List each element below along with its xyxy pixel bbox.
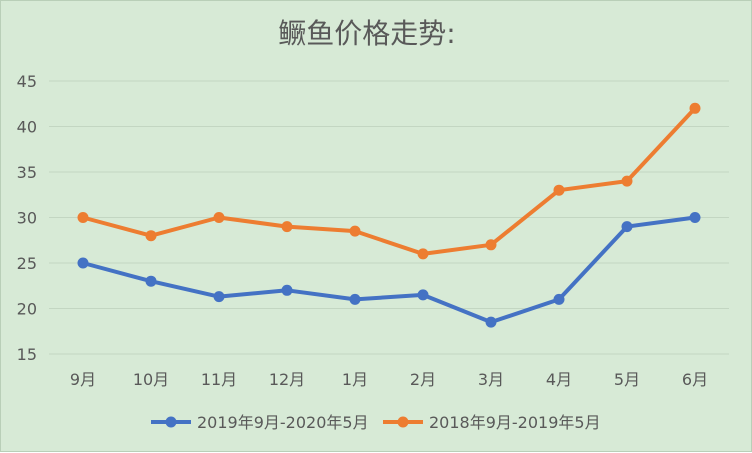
data-point — [281, 284, 293, 296]
x-tick-label: 5月 — [614, 370, 640, 389]
data-point — [349, 225, 361, 237]
x-tick-label: 3月 — [478, 370, 504, 389]
data-point — [281, 221, 293, 233]
x-axis-ticks: 9月 10月 11月 12月 1月 2月 3月 4月 5月 6月 — [70, 370, 708, 389]
x-tick-label: 2月 — [410, 370, 436, 389]
data-point — [145, 275, 157, 287]
series — [77, 102, 701, 260]
legend-marker — [397, 416, 409, 428]
legend-item: 2018年9月-2019年5月 — [383, 413, 601, 432]
data-point — [689, 102, 701, 114]
data-point — [621, 175, 633, 187]
gridlines — [49, 80, 729, 355]
y-tick-label: 45 — [17, 72, 37, 91]
data-point — [417, 289, 429, 301]
y-axis-ticks: 15 20 25 30 35 40 45 — [17, 72, 37, 364]
series-line — [81, 106, 697, 256]
y-tick-label: 40 — [17, 118, 37, 137]
y-tick-label: 25 — [17, 254, 37, 273]
series-line — [81, 215, 697, 325]
data-point — [349, 293, 361, 305]
x-tick-label: 6月 — [682, 370, 708, 389]
legend-label: 2019年9月-2020年5月 — [197, 413, 369, 432]
legend: 2019年9月-2020年5月 2018年9月-2019年5月 — [151, 413, 601, 432]
data-point — [621, 221, 633, 233]
data-point — [553, 184, 565, 196]
data-point — [417, 248, 429, 260]
legend-item: 2019年9月-2020年5月 — [151, 413, 369, 432]
x-tick-label: 11月 — [201, 370, 237, 389]
data-point — [77, 257, 89, 269]
data-point — [485, 316, 497, 328]
legend-marker — [165, 416, 177, 428]
y-tick-label: 15 — [17, 345, 37, 364]
y-tick-label: 30 — [17, 209, 37, 228]
data-point — [485, 239, 497, 251]
series — [77, 212, 701, 328]
data-point — [689, 212, 701, 223]
x-tick-label: 1月 — [342, 370, 368, 389]
x-tick-label: 9月 — [70, 370, 96, 389]
x-tick-label: 4月 — [546, 370, 572, 389]
data-point — [553, 293, 565, 305]
data-point — [77, 212, 89, 223]
data-point — [213, 212, 225, 223]
y-tick-label: 20 — [17, 300, 37, 319]
chart-title: 鳜鱼价格走势: — [278, 17, 455, 50]
y-tick-label: 35 — [17, 163, 37, 182]
x-tick-label: 10月 — [133, 370, 169, 389]
data-point — [213, 291, 225, 303]
series-layer — [77, 102, 701, 328]
x-tick-label: 12月 — [269, 370, 305, 389]
data-point — [145, 230, 157, 242]
legend-label: 2018年9月-2019年5月 — [429, 413, 601, 432]
